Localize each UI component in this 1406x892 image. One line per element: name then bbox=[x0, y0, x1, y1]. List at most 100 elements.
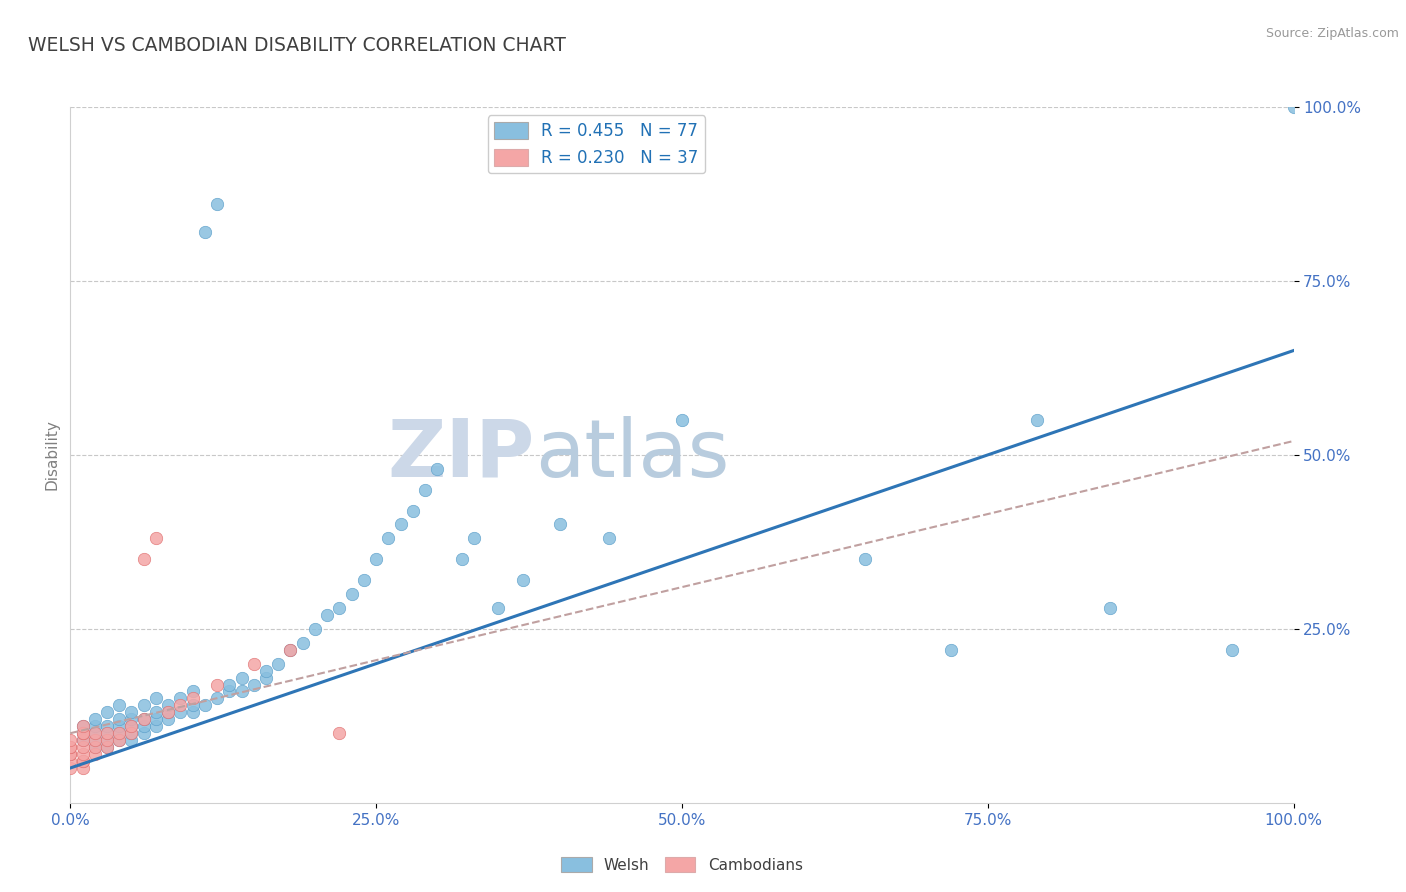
Point bbox=[377, 532, 399, 546]
Point bbox=[194, 225, 217, 239]
Point bbox=[218, 684, 240, 698]
Point bbox=[157, 698, 180, 713]
Point bbox=[157, 706, 180, 720]
Text: atlas: atlas bbox=[536, 416, 730, 494]
Point bbox=[96, 726, 118, 740]
Point bbox=[83, 719, 105, 733]
Point bbox=[121, 719, 143, 733]
Point bbox=[83, 733, 105, 747]
Point bbox=[280, 642, 302, 657]
Point bbox=[145, 712, 167, 726]
Point bbox=[488, 601, 510, 615]
Point bbox=[72, 740, 94, 755]
Point bbox=[205, 197, 228, 211]
Point bbox=[83, 726, 105, 740]
Point bbox=[83, 740, 105, 755]
Point bbox=[132, 719, 155, 733]
Point bbox=[939, 642, 962, 657]
Point bbox=[231, 684, 253, 698]
Point bbox=[426, 462, 449, 476]
Point bbox=[59, 747, 82, 761]
Point bbox=[96, 733, 118, 747]
Point bbox=[108, 712, 131, 726]
Point bbox=[96, 733, 118, 747]
Point bbox=[121, 719, 143, 733]
Point bbox=[121, 726, 143, 740]
Point bbox=[132, 698, 155, 713]
Point bbox=[855, 552, 877, 566]
Point bbox=[83, 733, 105, 747]
Point bbox=[59, 747, 82, 761]
Point bbox=[328, 726, 350, 740]
Point bbox=[72, 761, 94, 775]
Point bbox=[181, 684, 204, 698]
Point bbox=[72, 719, 94, 733]
Point bbox=[291, 636, 314, 650]
Point bbox=[72, 733, 94, 747]
Point bbox=[72, 726, 94, 740]
Point bbox=[181, 698, 204, 713]
Point bbox=[328, 601, 350, 615]
Point bbox=[108, 726, 131, 740]
Point bbox=[83, 726, 105, 740]
Point bbox=[108, 733, 131, 747]
Point bbox=[157, 712, 180, 726]
Point bbox=[254, 671, 277, 685]
Point bbox=[59, 740, 82, 755]
Point bbox=[96, 706, 118, 720]
Point bbox=[157, 706, 180, 720]
Point bbox=[280, 642, 302, 657]
Point bbox=[389, 517, 412, 532]
Point bbox=[132, 712, 155, 726]
Point bbox=[132, 726, 155, 740]
Point bbox=[96, 740, 118, 755]
Text: WELSH VS CAMBODIAN DISABILITY CORRELATION CHART: WELSH VS CAMBODIAN DISABILITY CORRELATIO… bbox=[28, 36, 567, 54]
Point bbox=[59, 740, 82, 755]
Point bbox=[72, 747, 94, 761]
Point bbox=[121, 726, 143, 740]
Point bbox=[169, 706, 191, 720]
Point bbox=[169, 691, 191, 706]
Text: ZIP: ZIP bbox=[388, 416, 536, 494]
Point bbox=[243, 657, 266, 671]
Point bbox=[145, 532, 167, 546]
Point bbox=[316, 607, 339, 622]
Legend: Welsh, Cambodians: Welsh, Cambodians bbox=[555, 850, 808, 879]
Point bbox=[108, 733, 131, 747]
Point bbox=[59, 733, 82, 747]
Point bbox=[83, 747, 105, 761]
Point bbox=[96, 719, 118, 733]
Point bbox=[194, 698, 217, 713]
Point bbox=[145, 706, 167, 720]
Text: Source: ZipAtlas.com: Source: ZipAtlas.com bbox=[1265, 27, 1399, 40]
Point bbox=[1025, 413, 1047, 427]
Point bbox=[72, 754, 94, 768]
Point bbox=[205, 691, 228, 706]
Point bbox=[108, 719, 131, 733]
Point bbox=[243, 677, 266, 691]
Point bbox=[108, 726, 131, 740]
Point bbox=[402, 503, 425, 517]
Point bbox=[218, 677, 240, 691]
Point bbox=[59, 761, 82, 775]
Point bbox=[181, 706, 204, 720]
Point bbox=[267, 657, 290, 671]
Point bbox=[145, 719, 167, 733]
Point bbox=[72, 719, 94, 733]
Point bbox=[413, 483, 436, 497]
Point bbox=[121, 733, 143, 747]
Point bbox=[72, 754, 94, 768]
Point bbox=[340, 587, 363, 601]
Point bbox=[1282, 100, 1305, 114]
Point bbox=[231, 671, 253, 685]
Point bbox=[145, 691, 167, 706]
Point bbox=[598, 532, 620, 546]
Point bbox=[96, 740, 118, 755]
Point bbox=[83, 740, 105, 755]
Point bbox=[132, 552, 155, 566]
Point bbox=[463, 532, 485, 546]
Point bbox=[132, 712, 155, 726]
Point bbox=[1220, 642, 1243, 657]
Point bbox=[72, 726, 94, 740]
Point bbox=[205, 677, 228, 691]
